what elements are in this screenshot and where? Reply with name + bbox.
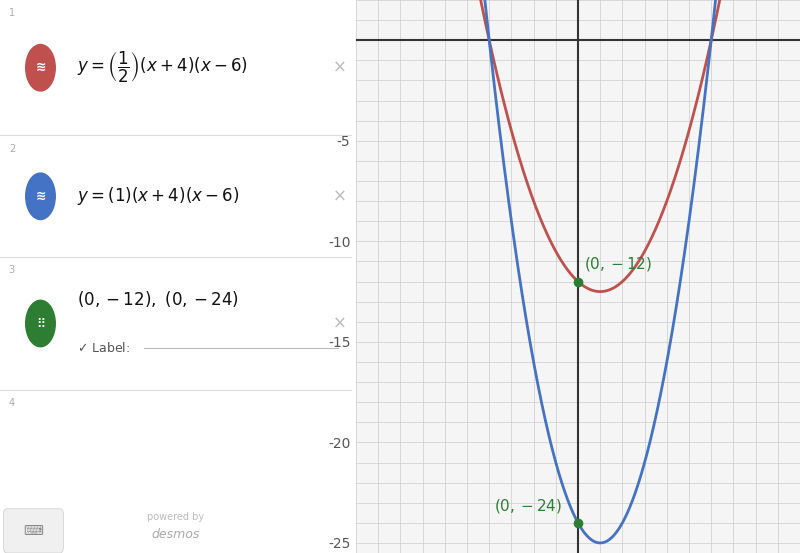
Circle shape — [26, 173, 55, 220]
Text: desmos: desmos — [152, 528, 200, 541]
Text: $(0, -12)$: $(0, -12)$ — [583, 255, 652, 274]
Text: $y = (1)(x+4)(x-6)$: $y = (1)(x+4)(x-6)$ — [78, 185, 240, 207]
Text: ×: × — [333, 59, 346, 77]
Text: 3: 3 — [9, 265, 15, 275]
Text: ≋: ≋ — [35, 61, 46, 74]
Text: $y = \left(\dfrac{1}{2}\right)(x+4)(x-6)$: $y = \left(\dfrac{1}{2}\right)(x+4)(x-6)… — [78, 50, 249, 85]
Text: 2: 2 — [9, 144, 15, 154]
Circle shape — [26, 300, 55, 347]
Text: ×: × — [333, 315, 346, 332]
Text: ×: × — [333, 187, 346, 205]
Text: $(0, -12),\ (0, -24)$: $(0, -12),\ (0, -24)$ — [78, 289, 239, 309]
Text: powered by: powered by — [147, 512, 205, 522]
FancyBboxPatch shape — [3, 509, 63, 553]
Text: ⌨: ⌨ — [23, 524, 43, 538]
Text: 4: 4 — [9, 398, 15, 408]
Text: ≋: ≋ — [35, 190, 46, 203]
Text: $\checkmark$ Label:: $\checkmark$ Label: — [78, 341, 130, 356]
Text: 1: 1 — [9, 8, 15, 18]
Text: ⠿: ⠿ — [36, 317, 45, 330]
Circle shape — [26, 45, 55, 91]
Text: $(0, -24)$: $(0, -24)$ — [494, 497, 562, 515]
